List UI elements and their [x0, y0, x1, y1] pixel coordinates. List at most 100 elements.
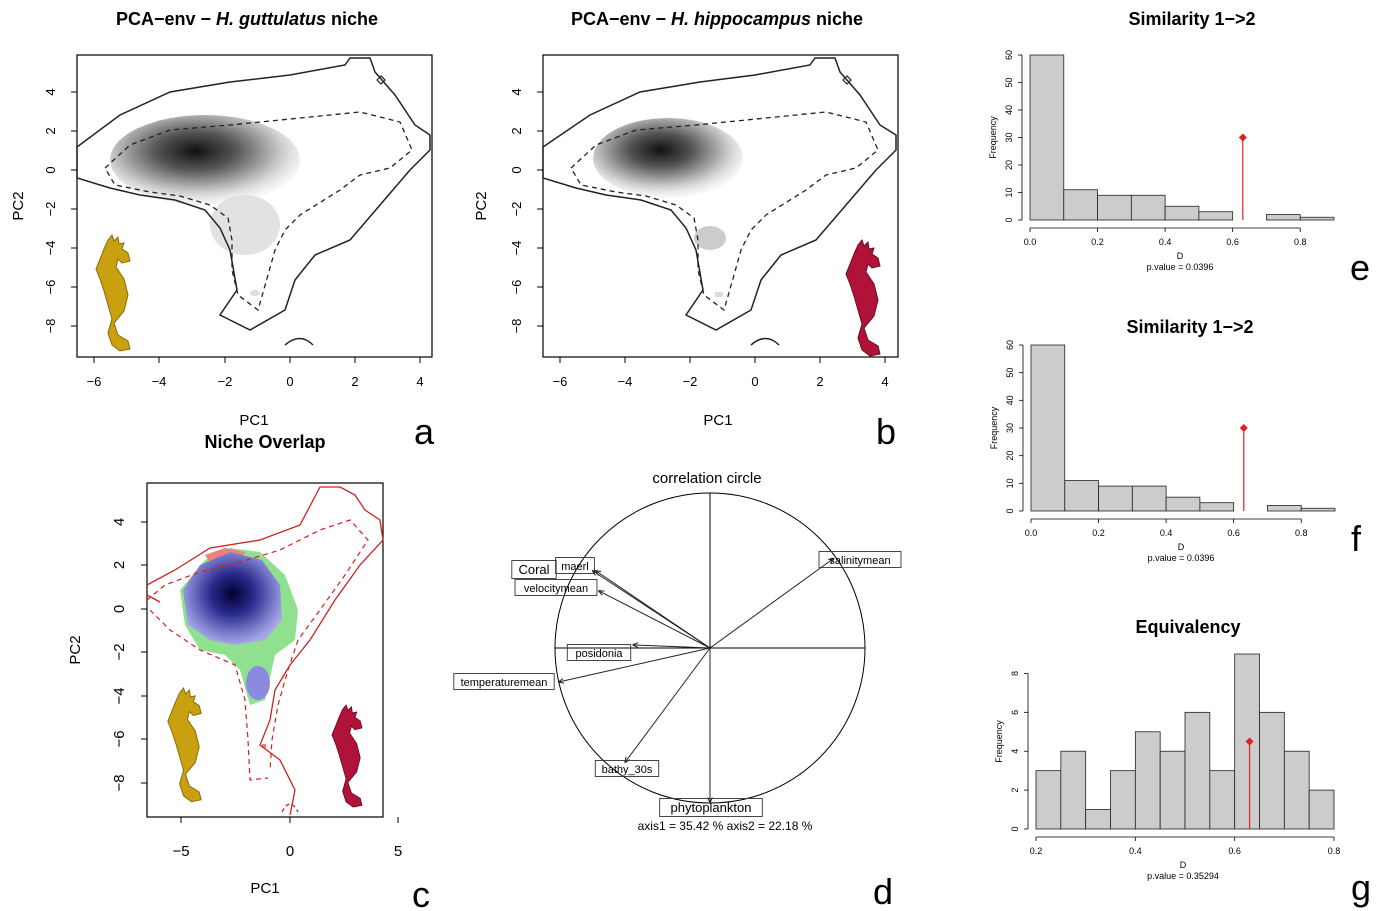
panel-a-xtick: 4 — [416, 374, 423, 389]
panel-b-ytick: 2 — [509, 127, 524, 134]
variable-arrowhead — [632, 642, 639, 648]
panel-a-ytick: −4 — [43, 241, 58, 256]
panel-b-xtick: −6 — [553, 374, 568, 389]
variable-label-box — [659, 798, 763, 817]
histogram-ytick-label: 30 — [1005, 423, 1015, 433]
panel-b-ytick: 4 — [509, 88, 524, 95]
observed-value-marker — [1245, 737, 1254, 746]
histogram-bar — [1299, 216, 1335, 221]
variable-label-box — [453, 673, 555, 690]
panel-a-xtick: −2 — [218, 374, 233, 389]
variable-arrow — [557, 647, 711, 683]
panel-c-ytick: 0 — [111, 605, 128, 613]
histogram-xtick-label: 0.0 — [1024, 237, 1037, 247]
panel-b-xtick: −4 — [618, 374, 633, 389]
variable-label-box — [818, 551, 902, 568]
histogram-xtick-label: 0.8 — [1295, 528, 1308, 538]
panel-c-inner-contour — [146, 519, 369, 781]
panel-b-ytick: −2 — [509, 202, 524, 217]
histogram-ytick-label: 0 — [1005, 508, 1015, 513]
panel-d-title: correlation circle — [652, 470, 761, 487]
histogram-title: Similarity 1−>2 — [1128, 9, 1255, 29]
histogram-bar — [1134, 731, 1161, 830]
panel-a-title: PCA−env − H. guttulatus niche — [116, 9, 378, 29]
histogram-bar — [1308, 789, 1335, 830]
panel-a-yticks: 4 2 0 −2 −4 −6 −8 — [43, 88, 77, 333]
panel-c-ytick: −4 — [111, 687, 128, 704]
panel-a-xlabel: PC1 — [239, 412, 268, 429]
panel-b-xtick: −2 — [683, 374, 698, 389]
histogram-bar — [1267, 505, 1302, 512]
panel-b-letter: b — [876, 411, 896, 452]
panel-c-xtick: 0 — [286, 843, 294, 860]
histogram-xlabel: D — [1178, 542, 1185, 552]
histogram-pvalue: p.value = 0.0396 — [1147, 262, 1214, 272]
histogram-bar — [1259, 711, 1285, 830]
panel-letter: e — [1350, 247, 1370, 288]
histogram-ytick-label: 30 — [1004, 132, 1014, 142]
histogram-ylabel: Frequency — [994, 720, 1004, 763]
variable-label: temperaturemean — [461, 677, 548, 689]
variable-arrowhead — [598, 590, 605, 596]
histogram-ytick-label: 60 — [1005, 340, 1015, 350]
histogram-xtick-label: 0.2 — [1030, 846, 1043, 856]
histogram-bar — [1110, 770, 1136, 830]
variable-arrows: salinitymean maerl Coral velocitymean posido… — [453, 551, 902, 817]
observed-value-marker — [1238, 133, 1247, 142]
histogram-ytick-label: 10 — [1005, 478, 1015, 488]
histogram-bar — [1063, 189, 1098, 221]
panel-b-outer-contour — [542, 57, 897, 331]
histogram-bar — [1029, 54, 1065, 221]
histogram-bar — [1198, 211, 1234, 221]
seahorse-gold-icon — [167, 686, 202, 803]
panel-c-xticks: −5 0 5 — [172, 817, 402, 860]
histogram-bar — [1209, 770, 1236, 830]
variable-arrow — [709, 557, 835, 649]
histogram-bar — [1300, 507, 1336, 512]
panel-c-xtick: −5 — [172, 843, 189, 860]
panel-a-ytick: 2 — [43, 127, 58, 134]
panel-a: PCA−env − H. guttulatus niche −6 −4 −2 0… — [10, 9, 435, 452]
panel-a-letter: a — [414, 411, 435, 452]
histogram-ytick-label: 6 — [1010, 710, 1020, 715]
panel-a-plot-frame — [76, 54, 433, 358]
histogram-xtick-label: 0.4 — [1160, 528, 1173, 538]
panel-a-xticks: −6 −4 −2 0 2 4 — [87, 357, 424, 389]
variable-label: salinitymean — [829, 555, 890, 567]
panel-c-ytick: −8 — [111, 774, 128, 791]
variable-arrow — [598, 590, 711, 649]
panel-b-ylabel: PC2 — [473, 191, 490, 220]
variable-label: phytoplankton — [671, 800, 752, 815]
histogram-pvalue: p.value = 0.0396 — [1148, 553, 1215, 563]
variable-arrow — [591, 570, 711, 649]
histogram-xtick-label: 0.8 — [1294, 237, 1307, 247]
panel-a-outer-contour — [76, 57, 431, 331]
histogram-bar — [1159, 750, 1186, 830]
panel-a-ytick: 0 — [43, 166, 58, 173]
panel-c-outer-contour — [146, 486, 384, 816]
histogram-bar — [1035, 770, 1062, 830]
variable-label-box — [566, 644, 632, 661]
variable-label-box — [555, 557, 595, 574]
panel-c-ytick: 4 — [111, 518, 128, 526]
histogram-title: Equivalency — [1135, 617, 1240, 637]
panel-a-ytick: −2 — [43, 202, 58, 217]
panel-b-ytick: −6 — [509, 280, 524, 295]
histogram-ytick-label: 8 — [1010, 671, 1020, 676]
panel-a-xtick: −6 — [87, 374, 102, 389]
histogram-xtick-label: 0.4 — [1159, 237, 1172, 247]
variable-label-box — [514, 579, 598, 596]
variable-label-box — [594, 760, 660, 777]
histogram-bar — [1165, 496, 1201, 512]
variable-label: velocitymean — [524, 583, 588, 595]
panel-b-xlabel: PC1 — [703, 412, 732, 429]
panel-c-overlap-map — [180, 548, 298, 748]
panel-b-ytick: −4 — [509, 241, 524, 256]
panel-c: Niche Overlap −5 0 5 4 2 0 −2 −4 −6 −8 — [67, 432, 430, 911]
histogram-bar — [1283, 750, 1310, 830]
histogram-xlabel: D — [1177, 251, 1184, 261]
panel-b: PCA−env − H. hippocampus niche −6 −4 −2 … — [473, 9, 899, 452]
histogram-bar — [1199, 502, 1235, 512]
variable-arrowhead — [828, 557, 835, 564]
panel-letter: f — [1351, 518, 1362, 559]
